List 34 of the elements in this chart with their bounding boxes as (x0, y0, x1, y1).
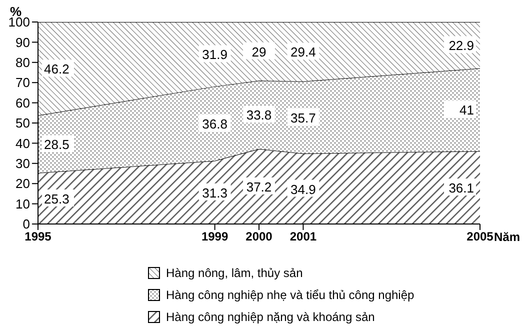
data-label: 31.3 (202, 185, 228, 200)
data-label: 37.2 (246, 179, 272, 194)
data-label: 36.8 (202, 116, 228, 132)
y-tick-label: 30 (16, 156, 30, 172)
x-axis-title: Năm (494, 230, 520, 244)
data-label: 29 (252, 44, 266, 60)
data-label: 31.9 (202, 47, 228, 62)
data-label: 22.9 (448, 38, 474, 54)
y-tick-label: 50 (16, 116, 30, 131)
y-tick-label: 10 (16, 196, 30, 212)
y-tick-label: 70 (16, 75, 30, 90)
data-label: 25.3 (44, 191, 70, 206)
x-tick-label: 2005 (466, 230, 494, 244)
data-label: 36.1 (448, 180, 474, 196)
data-label: 41 (460, 102, 474, 118)
y-tick-label: 90 (16, 34, 30, 50)
data-label: 35.7 (290, 110, 316, 126)
data-label: 29.4 (290, 44, 316, 60)
legend-label: Hàng nông, lâm, thủy sản (166, 266, 303, 280)
data-label: 46.2 (44, 62, 70, 77)
y-tick-label: 0 (22, 216, 30, 232)
data-label: 28.5 (44, 137, 70, 152)
y-tick-label: 60 (16, 95, 30, 110)
y-tick-label: 40 (16, 136, 30, 151)
data-label: 34.9 (290, 182, 316, 197)
data-label: 33.8 (246, 108, 272, 123)
y-tick-label: 80 (16, 55, 30, 70)
x-tick-label: 2001 (290, 230, 317, 244)
legend-label: Hàng công nghiệp nặng và khoáng sản (166, 310, 375, 324)
x-tick-label: 1999 (201, 230, 228, 244)
legend-label: Hàng công nghiệp nhẹ và tiểu thủ công nghiệp (166, 288, 414, 302)
x-tick-label: 1995 (24, 230, 52, 244)
x-tick-label: 2000 (246, 230, 273, 244)
y-tick-label: 20 (16, 176, 30, 192)
